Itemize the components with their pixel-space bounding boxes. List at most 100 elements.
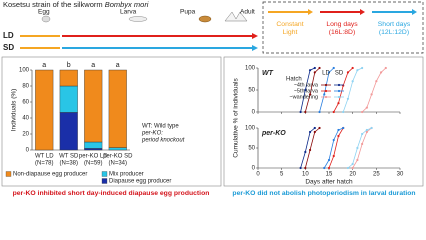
sample-size: (N=38) — [59, 161, 78, 167]
point — [370, 126, 373, 130]
x-tick-label: WT LD — [35, 154, 54, 160]
title-text: Kosetsu strain of the silkworm — [3, 0, 103, 9]
stage-label: Egg — [38, 9, 50, 16]
sample-size: (N=59) — [84, 161, 103, 167]
bar-segment — [108, 69, 127, 148]
y-tick-label: 0 — [252, 166, 256, 172]
point — [327, 166, 331, 170]
legend-column: LD — [322, 71, 330, 77]
condition-label: (16L:8D) — [329, 29, 355, 36]
x-tick-label: 15 — [326, 172, 333, 178]
point — [337, 134, 340, 138]
stage-label: Larva — [120, 9, 137, 16]
y-axis-label: Individuals (%) — [11, 89, 18, 132]
x-tick-label: 5 — [280, 172, 284, 178]
y-tick-label: 100 — [245, 66, 256, 72]
point — [361, 110, 364, 114]
y-tick-label: 0 — [252, 110, 256, 116]
panel-title: WT — [262, 70, 274, 77]
bar-segment — [108, 147, 127, 151]
point — [308, 130, 312, 134]
legend-label: Mix producer — [109, 172, 144, 178]
arrow-head — [252, 45, 258, 51]
condition-box — [262, 1, 424, 54]
point — [299, 110, 302, 114]
point — [327, 158, 331, 162]
point — [346, 97, 350, 100]
bar-segment — [84, 141, 103, 149]
series-line — [323, 127, 344, 169]
point — [308, 93, 312, 96]
y-tick-label: 0 — [26, 148, 30, 154]
series-line — [347, 127, 372, 169]
bar-segment — [84, 69, 103, 143]
title: Kosetsu strain of the silkworm Bombyx mo… — [3, 0, 149, 9]
point — [332, 110, 335, 114]
arrow-head — [308, 9, 313, 15]
y-tick-label: 20 — [22, 132, 29, 138]
legend-marker — [324, 83, 328, 87]
legend-swatch — [101, 178, 108, 184]
note: WT: Wild type — [142, 124, 179, 130]
series-line — [304, 127, 320, 169]
arrow-head — [412, 9, 417, 15]
point — [323, 166, 326, 170]
point — [375, 80, 378, 83]
panel-box — [223, 56, 424, 187]
figure: Kosetsu strain of the silkworm Bombyx mo… — [1, 0, 424, 197]
stage-label: Pupa — [180, 9, 196, 16]
species: Bombyx mori — [105, 0, 149, 9]
significance-letter: a — [91, 62, 95, 69]
sample-size: (N=78) — [35, 161, 54, 167]
point — [308, 69, 312, 72]
y-tick-label: 50 — [248, 88, 255, 94]
point — [351, 80, 354, 83]
egg-icon — [41, 15, 51, 23]
point — [379, 71, 383, 74]
legend-swatch — [101, 171, 108, 177]
point — [304, 166, 307, 170]
point — [346, 71, 350, 74]
point — [337, 128, 340, 132]
arrow-head — [360, 9, 365, 15]
legend-swatch — [5, 171, 12, 177]
legend-marker — [337, 89, 341, 93]
point — [384, 66, 387, 70]
point — [365, 106, 368, 109]
x-tick-label: per-KO SD — [103, 154, 133, 160]
condition-label: Constant — [276, 21, 303, 28]
point — [304, 88, 307, 92]
arrow-head — [252, 33, 258, 39]
point — [351, 162, 354, 166]
point — [332, 138, 335, 142]
legend-marker — [324, 95, 328, 99]
x-tick-label: 25 — [373, 172, 380, 178]
bar-segment — [59, 69, 78, 87]
legend-label: Diapause egg producer — [109, 179, 171, 185]
point — [332, 154, 335, 158]
x-tick-label: WT SD — [59, 154, 79, 160]
condition-label: Light — [283, 29, 298, 36]
panel-title: per-KO — [261, 130, 286, 137]
legend-column: SD — [335, 71, 344, 77]
point — [337, 102, 340, 105]
condition-label: Long days — [326, 21, 358, 28]
x-tick-label: per-KO LD — [79, 154, 108, 160]
point — [356, 69, 359, 72]
bar-segment — [84, 148, 103, 151]
point — [318, 126, 321, 130]
point — [365, 128, 368, 132]
legend-label: Non-diapause egg producer — [13, 172, 87, 178]
point — [304, 150, 307, 154]
series-line — [300, 127, 316, 169]
significance-letter: b — [67, 62, 71, 69]
legend-marker — [337, 83, 341, 87]
significance-letter: a — [116, 62, 120, 69]
caption: per-KO inhibited short day-induced diapa… — [13, 190, 210, 197]
legend-marker — [324, 89, 328, 93]
legend-marker — [337, 95, 341, 99]
series-line — [361, 67, 387, 113]
legend-row: ~5th larva — [294, 88, 319, 94]
condition-label: Short days — [378, 21, 411, 28]
sample-size: (N=34) — [108, 161, 127, 167]
